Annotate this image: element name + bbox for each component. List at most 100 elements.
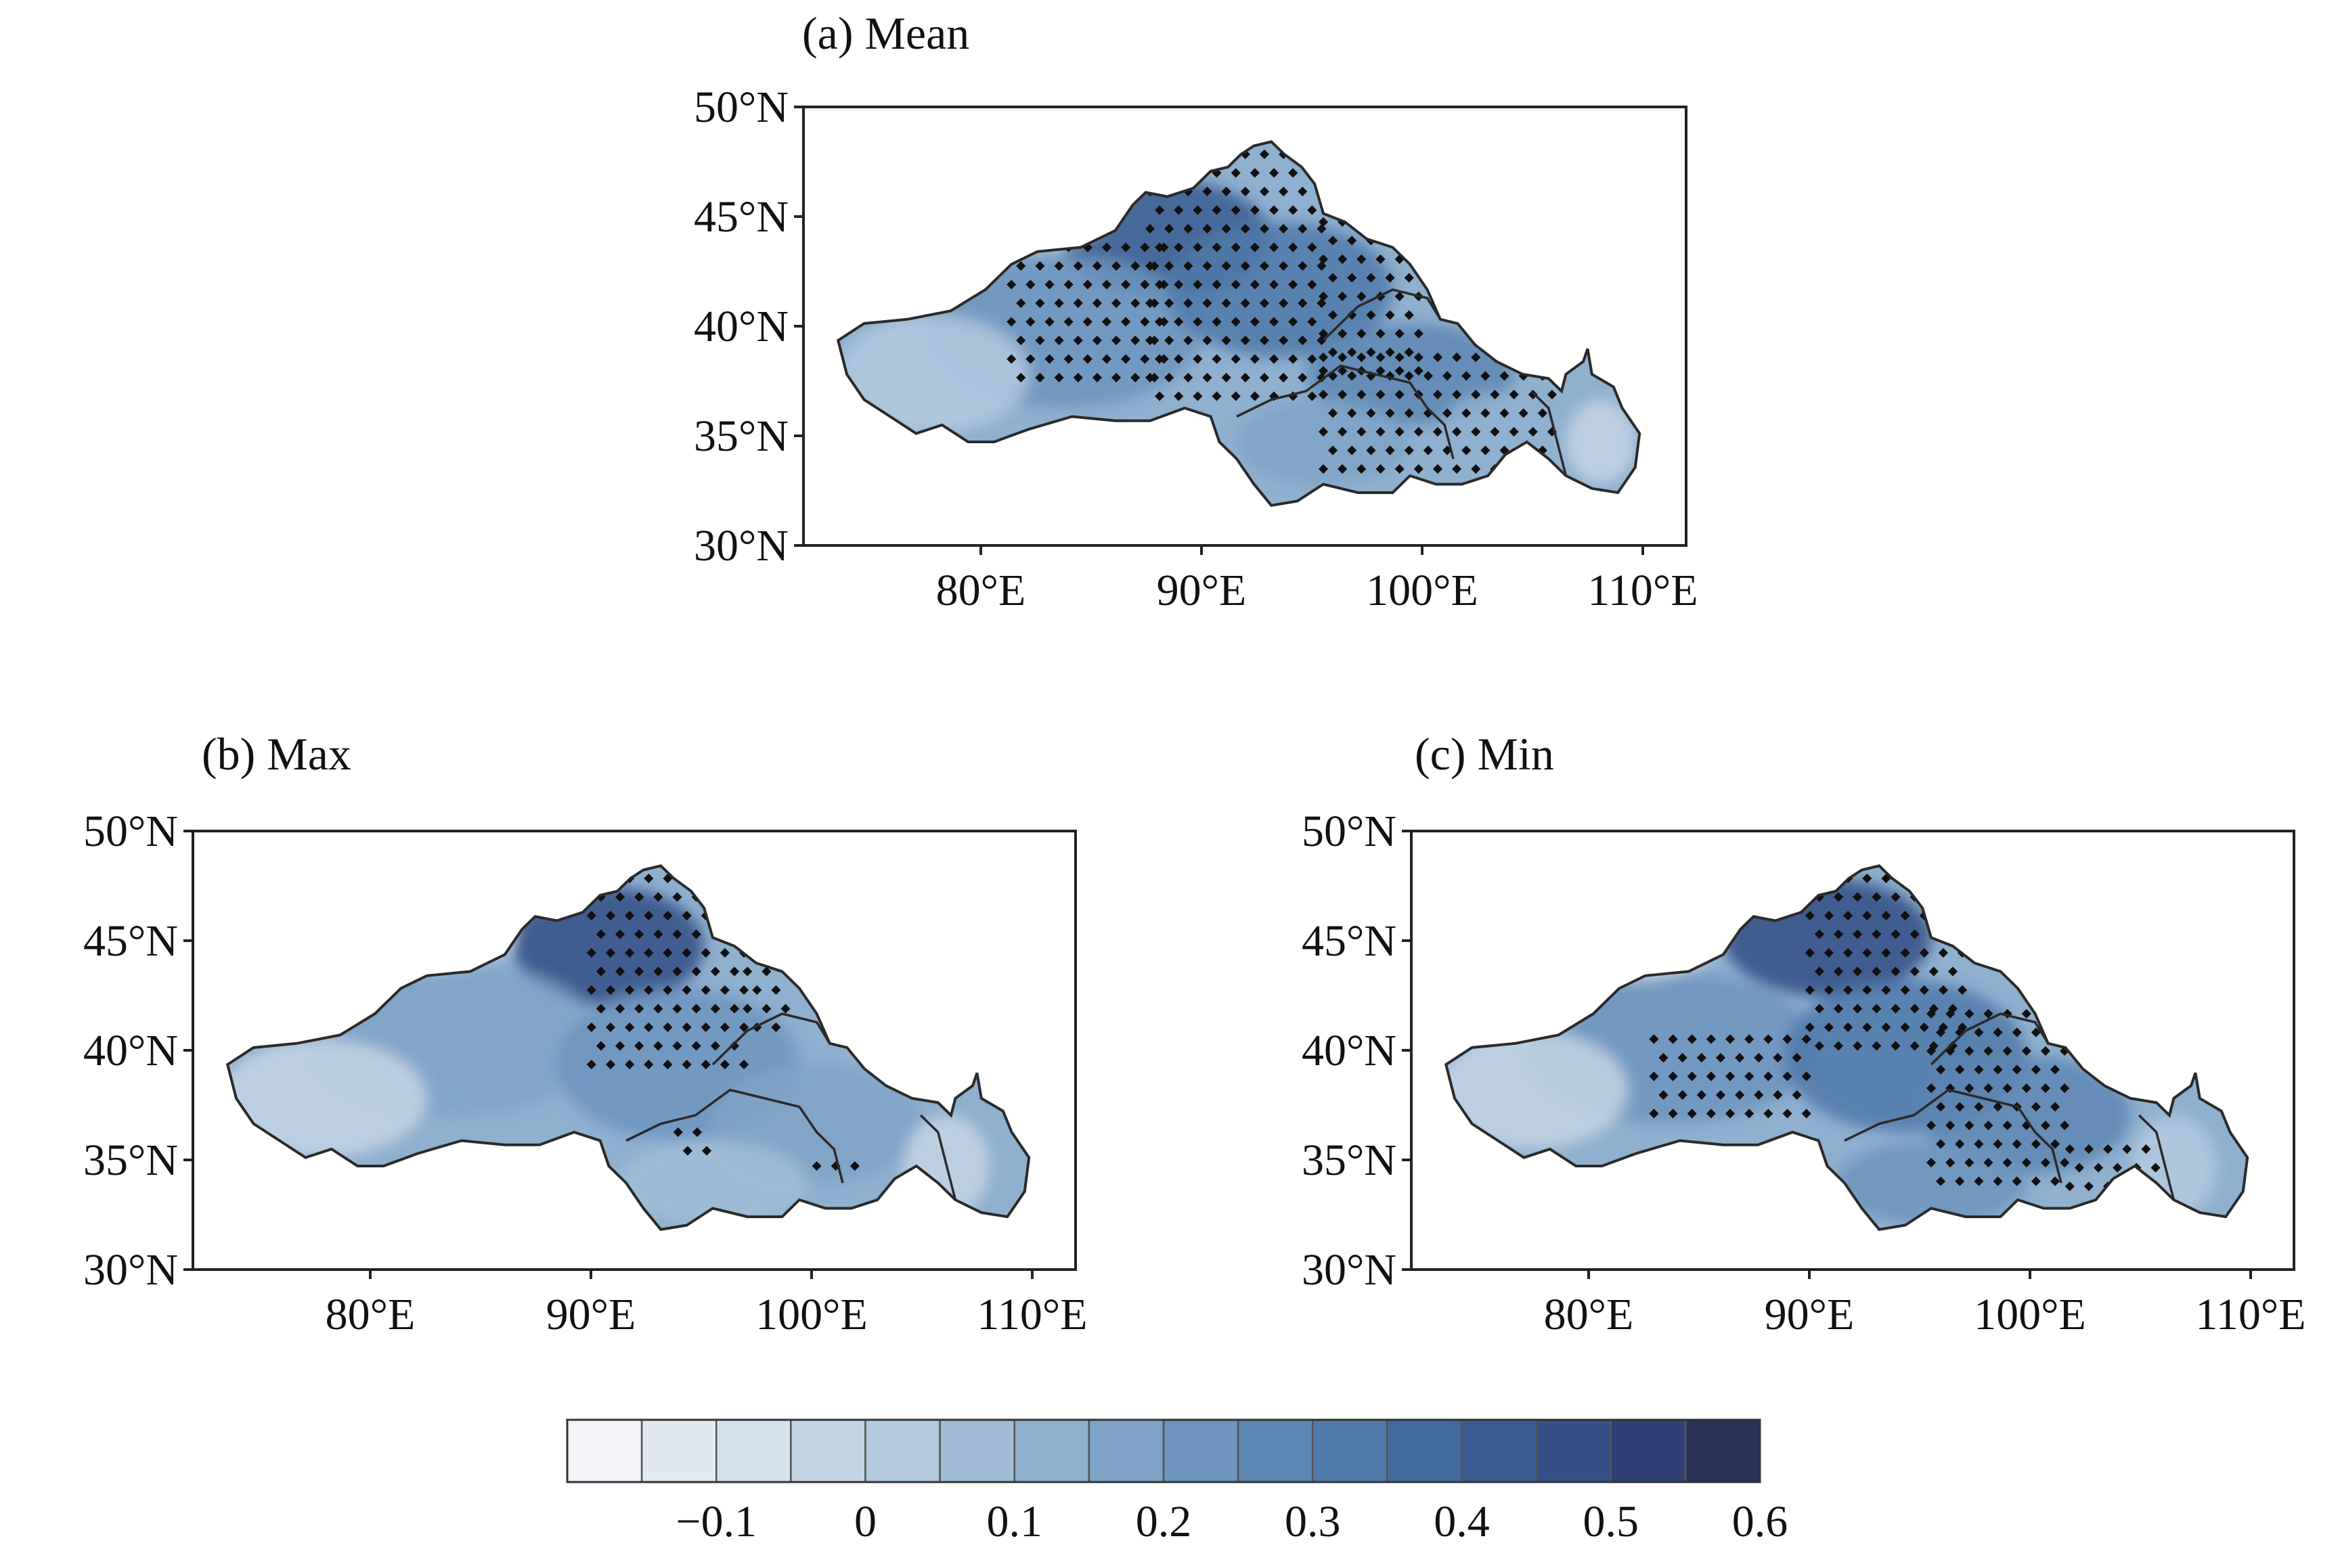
lat-tick-label: 50°N: [83, 807, 178, 856]
stippling-dot-icon: [1375, 464, 1386, 474]
stippling-dot-icon: [1259, 261, 1270, 271]
subregion-boundary: [1844, 1088, 2062, 1184]
stippling-dot-icon: [1140, 317, 1150, 327]
stippling-dot-icon: [625, 910, 635, 921]
stippling-dot-icon: [1025, 317, 1036, 327]
lat-tick-label: 40°N: [83, 1026, 178, 1075]
stippling-dot-icon: [1092, 335, 1102, 346]
stippling-dot-icon: [1268, 317, 1279, 327]
stippling-dot-icon: [1356, 389, 1367, 400]
stippling-dot-icon: [692, 1127, 703, 1138]
stippling-dot-icon: [1259, 335, 1270, 346]
colorbar-swatch: [640, 1418, 718, 1483]
stippling-dot-icon: [1279, 186, 1289, 197]
stippling-dot-icon: [1155, 391, 1165, 401]
stippling-dot-icon: [720, 947, 730, 958]
stippling-dot-icon: [1240, 372, 1250, 383]
stippling-dot-icon: [1347, 273, 1357, 283]
colorbar-swatch: [715, 1418, 792, 1483]
stippling-dot-icon: [1317, 261, 1327, 271]
stippling-dot-icon: [1101, 242, 1112, 252]
stippling-dot-icon: [1366, 310, 1376, 320]
stippling-dot-icon: [1250, 242, 1260, 252]
stippling-dot-icon: [1259, 372, 1270, 383]
lat-tick-label: 35°N: [694, 411, 789, 461]
stippling-dot-icon: [644, 1022, 654, 1033]
stippling-dot-icon: [1317, 298, 1327, 309]
stippling-dot-icon: [1375, 328, 1386, 339]
stippling-dot-icon: [739, 985, 749, 995]
stippling-dot-icon: [1347, 310, 1357, 320]
stippling-dot-icon: [1298, 186, 1308, 197]
stippling-dot-icon: [1016, 298, 1026, 309]
stippling-dot-icon: [1375, 426, 1386, 437]
stippling-dot-icon: [1221, 298, 1231, 309]
colorbar-label: 0: [854, 1497, 877, 1546]
stippling-dot-icon: [1328, 347, 1338, 357]
stippling-dot-icon: [1328, 445, 1338, 455]
colorbar: −0.1 0 0.1 0.2 0.3 0.4 0.5 0.6: [566, 1418, 1788, 1546]
stippling-dot-icon: [1279, 298, 1289, 309]
panel-b-max: (b) Max 50°N 45°N 40°N 35°N 30°N 80°E 90°E 100°…: [83, 728, 1088, 1339]
stippling-dot-icon: [1121, 354, 1131, 364]
stippling-dot-icon: [1366, 273, 1376, 283]
stippling-dot-icon: [729, 966, 740, 977]
stippling-dot-icon: [1149, 261, 1160, 271]
stippling-dot-icon: [1240, 186, 1250, 197]
stippling-dot-icon: [1149, 335, 1160, 346]
stippling-dot-icon: [1298, 261, 1308, 271]
stippling-dot-icon: [1317, 372, 1327, 383]
stippling-dot-icon: [1231, 391, 1241, 401]
lon-tick-label: 90°E: [546, 1290, 636, 1339]
stippling-dot-icon: [586, 947, 596, 958]
stippling-dot-icon: [1221, 261, 1231, 271]
stippling-dot-icon: [586, 1022, 596, 1033]
stippling-dot-icon: [710, 1004, 720, 1014]
stippling-dot-icon: [1317, 223, 1327, 234]
stippling-dot-icon: [1174, 242, 1184, 252]
stippling-dot-icon: [615, 892, 625, 902]
stippling-dot-icon: [663, 947, 673, 958]
stippling-dot-icon: [1174, 205, 1184, 215]
stippling-dot-icon: [663, 985, 673, 995]
stippling-dot-icon: [1082, 317, 1092, 327]
stippling-dot-icon: [1375, 254, 1386, 265]
stippling-dot-icon: [653, 1004, 663, 1014]
stippling-dot-icon: [1288, 168, 1298, 178]
stippling-dot-icon: [1318, 217, 1329, 227]
stippling-dot-icon: [1347, 408, 1357, 418]
stippling-dot-icon: [1317, 335, 1327, 346]
stippling-dot-icon: [596, 1004, 606, 1014]
stippling-dot-icon: [1366, 408, 1376, 418]
stippling-dot-icon: [1063, 317, 1074, 327]
subregion-boundary: [625, 1088, 844, 1184]
stippling-dot-icon: [1130, 335, 1141, 346]
stippling-dot-icon: [605, 985, 616, 995]
stippling-dot-icon: [1347, 236, 1357, 246]
stippling-dot-icon: [634, 966, 644, 977]
panel-title: (b) Max: [202, 728, 351, 780]
stippling-dot-icon: [663, 910, 673, 921]
stippling-dot-icon: [634, 1004, 644, 1014]
stippling-dot-icon: [1164, 223, 1174, 234]
stippling-dot-icon: [1328, 273, 1338, 283]
stippling-dot-icon: [1259, 186, 1270, 197]
stippling-dot-icon: [1221, 372, 1231, 383]
stippling-dot-icon: [1318, 464, 1329, 474]
lat-tick-label: 45°N: [1302, 916, 1396, 966]
stippling-dot-icon: [1338, 254, 1348, 265]
stippling-dot-icon: [1212, 205, 1222, 215]
subregion-boundary: [1530, 390, 1568, 476]
stippling-dot-icon: [586, 1059, 596, 1070]
stippling-dot-icon: [605, 910, 616, 921]
stippling-dot-icon: [1268, 354, 1279, 364]
lon-tick-label: 110°E: [2195, 1290, 2305, 1339]
region-boundary: [1444, 864, 2249, 1231]
stippling-dot-icon: [1279, 335, 1289, 346]
colorbar-swatch: [1684, 1418, 1761, 1483]
stippling-dot-icon: [1202, 261, 1212, 271]
stippling-dot-icon: [729, 1004, 740, 1014]
stippling-dot-icon: [1231, 205, 1241, 215]
colorbar-label: 0.6: [1732, 1497, 1788, 1546]
colorbar-swatch: [939, 1418, 1015, 1483]
